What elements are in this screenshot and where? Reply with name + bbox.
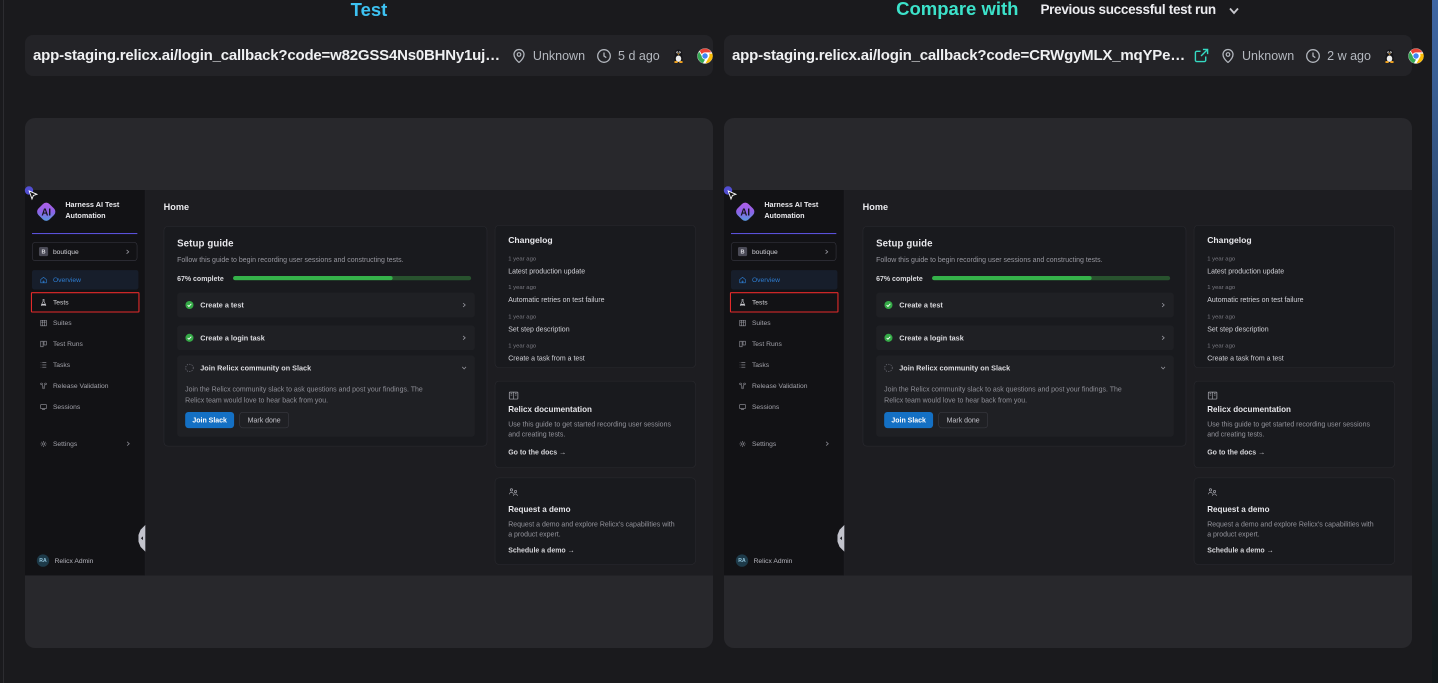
- svg-text:AI: AI: [41, 208, 51, 219]
- svg-text:AI: AI: [740, 208, 750, 219]
